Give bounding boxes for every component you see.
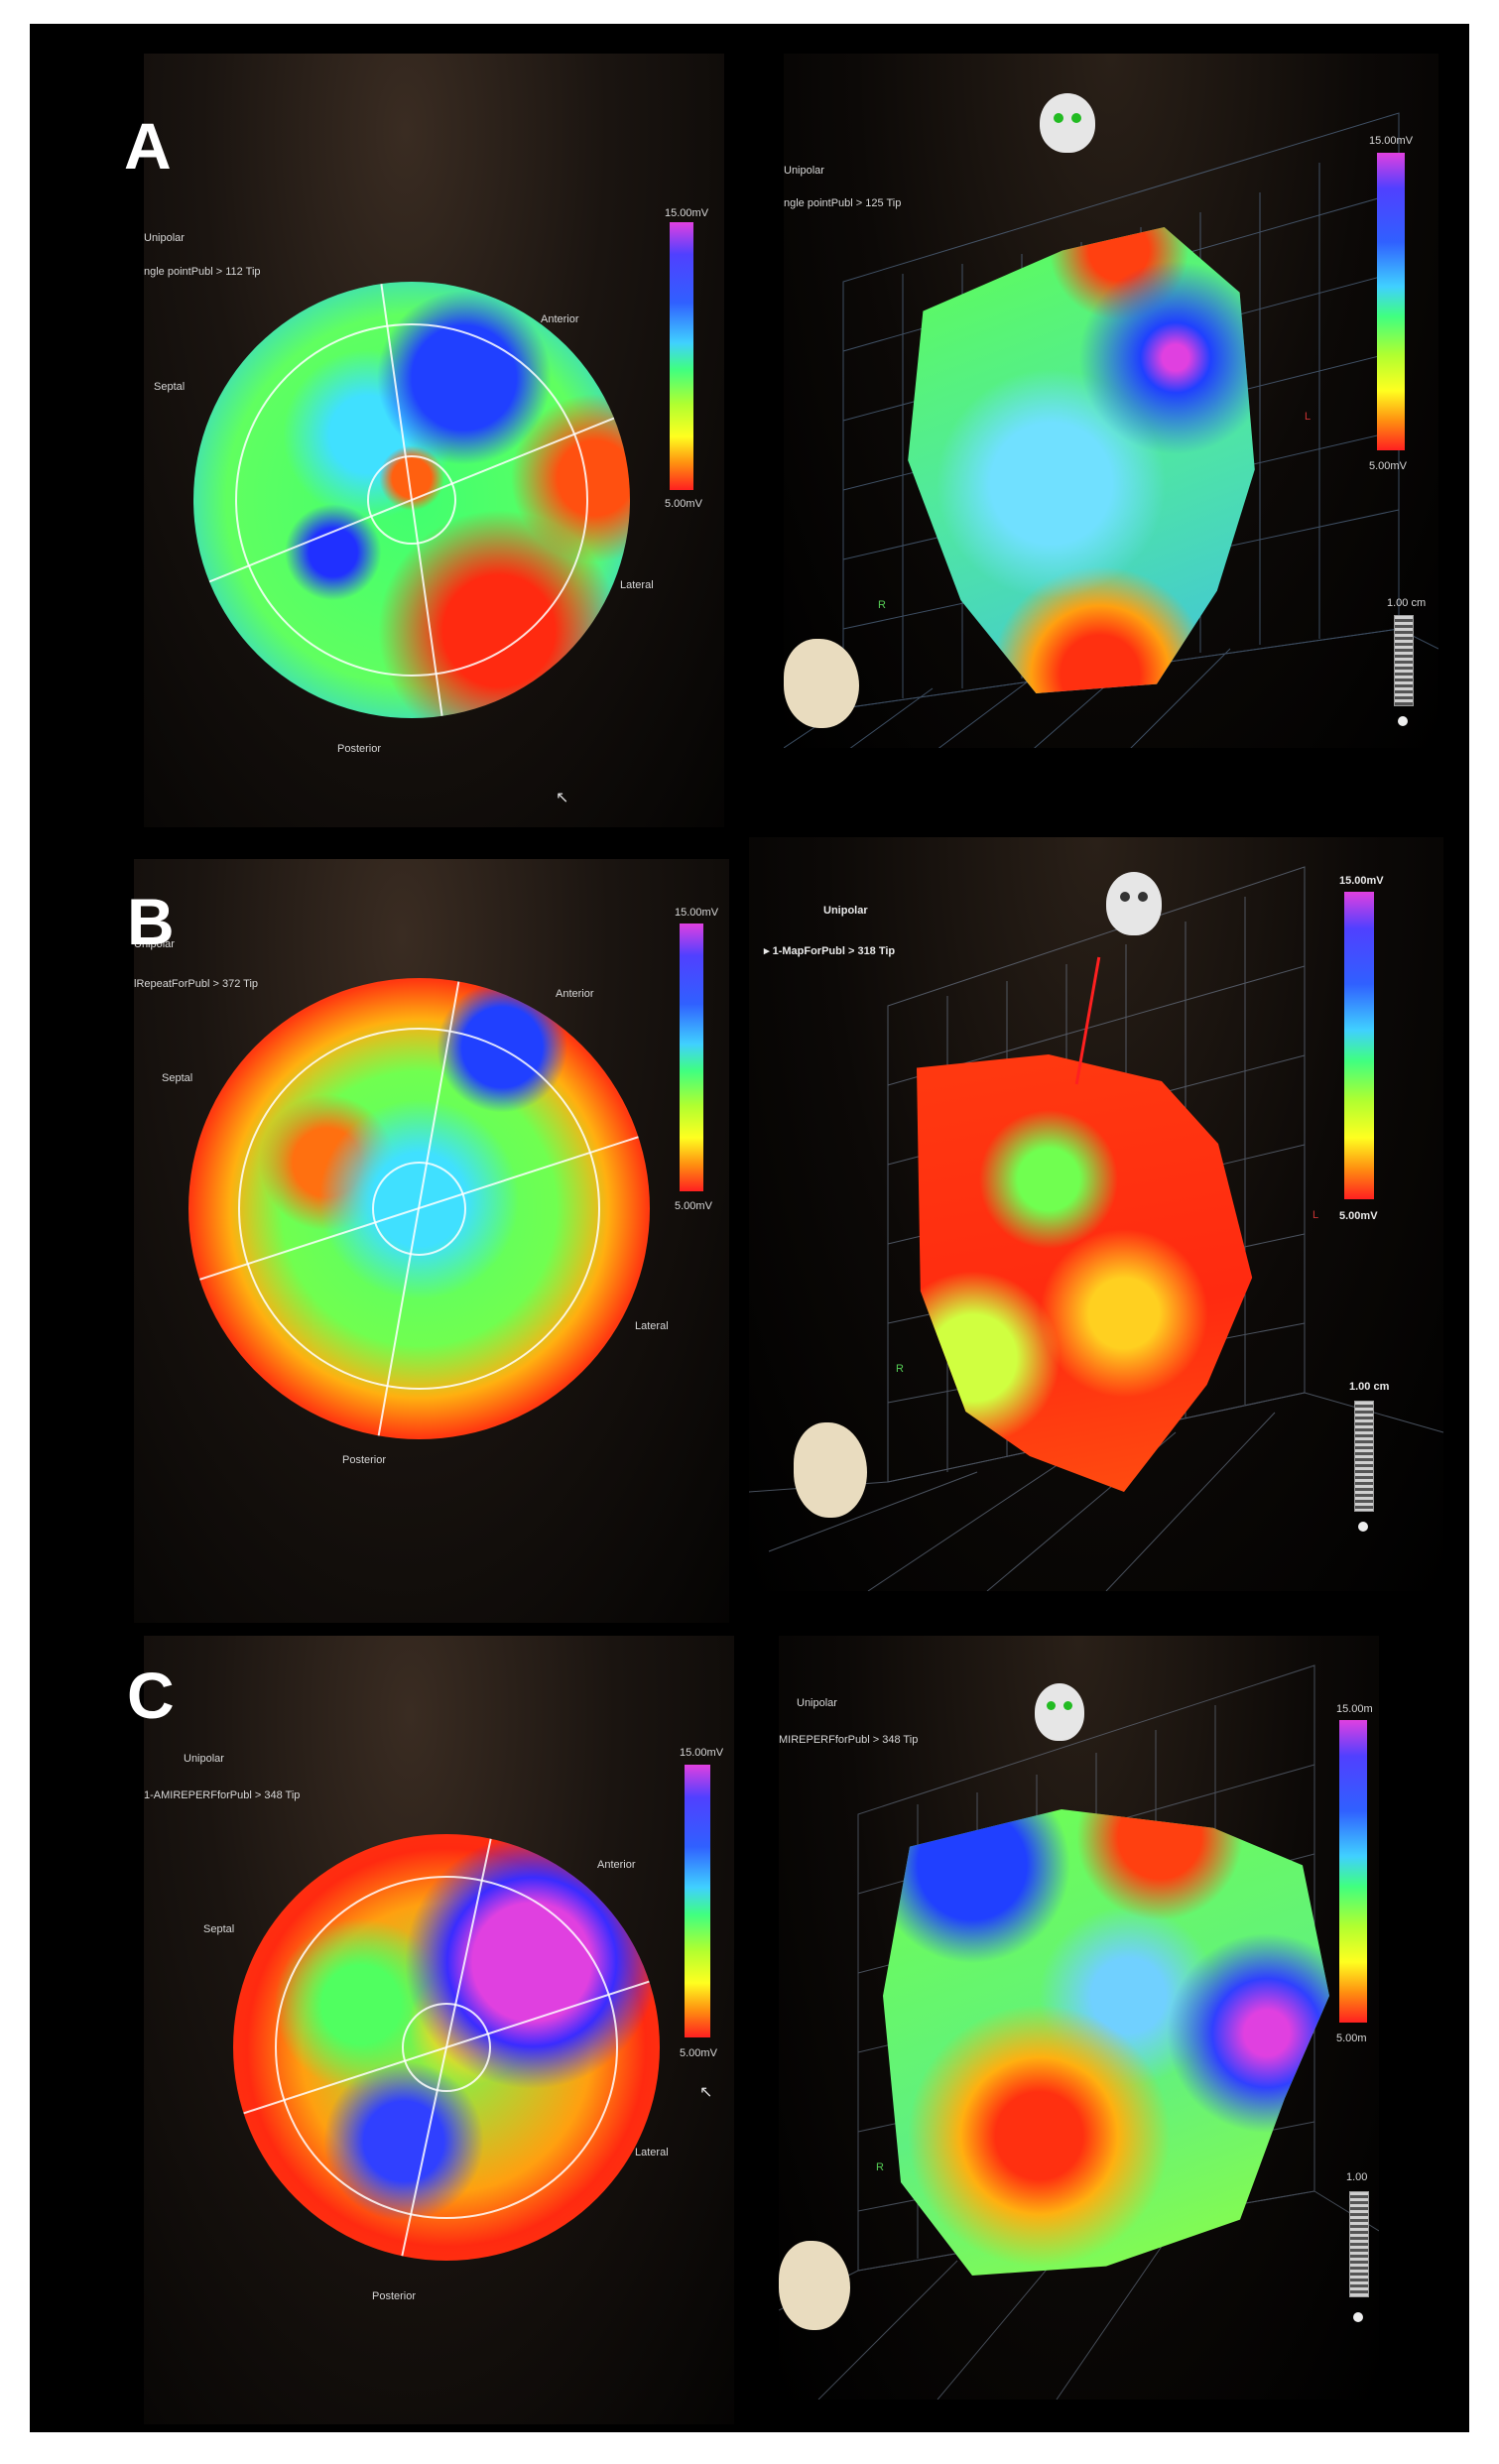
voltage-colorbar xyxy=(685,1765,710,2037)
panel-b-polar-map: Unipolar lRepeatForPubl > 372 Tip 15.00m… xyxy=(134,859,729,1623)
panel-c-polar-map: Unipolar 1-AMIREPERFforPubl > 348 Tip 15… xyxy=(144,1636,734,2424)
polar-ring-outer xyxy=(275,1876,618,2219)
polar-ring-inner xyxy=(372,1162,466,1256)
voltage-colorbar xyxy=(680,924,703,1191)
panel-c-3d-map: Unipolar MIREPERFforPubl > 348 Tip 15.00… xyxy=(779,1636,1379,2400)
polar-ring-inner xyxy=(367,455,456,545)
colorbar-max-label: 15.00mV xyxy=(1369,135,1414,147)
axis-r-label: R xyxy=(896,1363,904,1375)
map-name-label: lRepeatForPubl > 372 Tip xyxy=(134,978,259,990)
scale-length-label: 1.00 xyxy=(1346,2171,1368,2183)
colorbar-max-label: 15.00m xyxy=(1336,1703,1373,1715)
mode-label: Unipolar xyxy=(134,938,175,950)
figure-frame: Unipolar ngle pointPubl > 112 Tip 15.00m… xyxy=(30,24,1469,2432)
bullseye-voltage-map xyxy=(188,978,650,1439)
orientation-head-icon xyxy=(1040,93,1095,153)
septal-label: Septal xyxy=(154,381,186,393)
map-name-label: 1-AMIREPERFforPubl > 348 Tip xyxy=(144,1789,301,1801)
orientation-head-icon xyxy=(1106,872,1162,935)
lateral-label: Lateral xyxy=(620,579,654,591)
map-name-label: MIREPERFforPubl > 348 Tip xyxy=(779,1734,919,1746)
voltage-colorbar xyxy=(670,222,693,490)
heart-orientation-icon xyxy=(794,1422,867,1518)
scale-bar xyxy=(1354,1401,1374,1512)
mode-label: Unipolar xyxy=(184,1753,224,1765)
axis-r-label: R xyxy=(878,599,886,611)
colorbar-max-label: 15.00mV xyxy=(665,207,709,219)
septal-label: Septal xyxy=(203,1923,235,1935)
colorbar-min-label: 5.00mV xyxy=(665,498,702,510)
heart-orientation-icon xyxy=(784,639,859,728)
anterior-label: Anterior xyxy=(541,313,579,325)
posterior-label: Posterior xyxy=(372,2290,417,2302)
septal-label: Septal xyxy=(162,1072,193,1084)
axis-l-label: L xyxy=(1305,411,1312,423)
scale-bar-end-dot xyxy=(1398,716,1408,726)
mode-label: Unipolar xyxy=(797,1697,837,1709)
mode-label: Unipolar xyxy=(144,232,185,244)
colorbar-min-label: 5.00mV xyxy=(675,1200,712,1212)
polar-ring-outer xyxy=(235,323,588,677)
mode-label: Unipolar xyxy=(784,165,824,177)
panel-a-polar-map: Unipolar ngle pointPubl > 112 Tip 15.00m… xyxy=(144,54,724,827)
map-name-label: ▸ 1-MapForPubl > 318 Tip xyxy=(764,945,896,957)
colorbar-max-label: 15.00mV xyxy=(680,1747,724,1759)
scale-bar-end-dot xyxy=(1353,2312,1363,2322)
scale-length-label: 1.00 cm xyxy=(1387,597,1427,609)
axis-r-label: R xyxy=(876,2161,884,2173)
panel-b-3d-map: Unipolar ▸ 1-MapForPubl > 318 Tip 15.00m… xyxy=(749,837,1443,1591)
orientation-head-icon xyxy=(1035,1683,1084,1741)
axis-l-label: L xyxy=(1312,1209,1319,1221)
bullseye-voltage-map xyxy=(193,282,630,718)
mode-label: Unipolar xyxy=(823,905,868,917)
polar-ring-inner xyxy=(402,2003,491,2092)
mouse-cursor-icon: ↖ xyxy=(556,790,569,806)
posterior-label: Posterior xyxy=(342,1454,387,1466)
colorbar-min-label: 5.00mV xyxy=(1369,460,1407,472)
bullseye-voltage-map xyxy=(233,1834,660,2261)
panel-a-3d-map: Unipolar ngle pointPubl > 125 Tip 15.00m… xyxy=(784,54,1438,748)
colorbar-max-label: 15.00mV xyxy=(1339,875,1384,887)
scale-bar xyxy=(1349,2191,1369,2297)
heart-orientation-icon xyxy=(779,2241,850,2330)
lateral-label: Lateral xyxy=(635,2147,669,2158)
mouse-cursor-icon: ↖ xyxy=(699,2084,713,2101)
lateral-label: Lateral xyxy=(635,1320,669,1332)
colorbar-min-label: 5.00m xyxy=(1336,2033,1367,2044)
voltage-colorbar xyxy=(1339,1720,1367,2023)
map-name-label: ngle pointPubl > 112 Tip xyxy=(144,266,261,278)
map-name-label: ngle pointPubl > 125 Tip xyxy=(784,197,902,209)
anterior-label: Anterior xyxy=(597,1859,636,1871)
voltage-colorbar xyxy=(1377,153,1405,450)
panel-letter-a: A xyxy=(124,109,172,183)
scale-bar xyxy=(1394,615,1414,706)
colorbar-min-label: 5.00mV xyxy=(680,2047,717,2059)
scale-bar-end-dot xyxy=(1358,1522,1368,1532)
anterior-label: Anterior xyxy=(556,988,594,1000)
colorbar-min-label: 5.00mV xyxy=(1339,1210,1378,1222)
panel-letter-b: B xyxy=(127,885,175,958)
colorbar-max-label: 15.00mV xyxy=(675,907,719,919)
voltage-colorbar xyxy=(1344,892,1374,1199)
scale-length-label: 1.00 cm xyxy=(1349,1381,1390,1393)
panel-letter-c: C xyxy=(127,1659,175,1732)
polar-ring-outer xyxy=(238,1028,600,1390)
posterior-label: Posterior xyxy=(337,743,382,755)
